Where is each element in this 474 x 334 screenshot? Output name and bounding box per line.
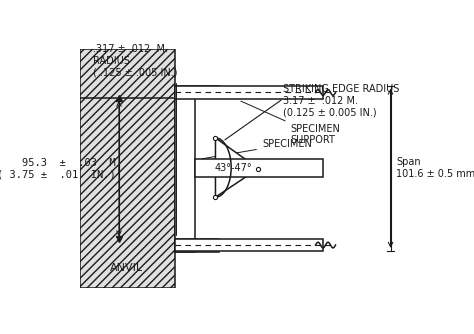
Polygon shape <box>80 98 175 288</box>
Bar <box>175 239 195 252</box>
Bar <box>175 87 219 98</box>
Text: .317 ± .012  M.
RADIUS
( .125 ± .005 IN.): .317 ± .012 M. RADIUS ( .125 ± .005 IN.) <box>92 44 177 235</box>
Text: Span
101.6 ± 0.5 mm: Span 101.6 ± 0.5 mm <box>396 157 474 179</box>
Text: STRIKING EDGE RADIUS
3.17 ±  .012 M.
(0.125 ± 0.005 IN.): STRIKING EDGE RADIUS 3.17 ± .012 M. (0.1… <box>283 84 400 118</box>
Polygon shape <box>216 138 258 197</box>
Text: SPECIMEN: SPECIMEN <box>202 139 312 159</box>
Text: ANVIL: ANVIL <box>109 263 143 273</box>
Polygon shape <box>80 49 175 239</box>
Bar <box>175 98 195 239</box>
Bar <box>175 239 219 252</box>
Bar <box>195 159 323 177</box>
Bar <box>175 239 323 251</box>
Text: SPECIMEN
SUPPORT: SPECIMEN SUPPORT <box>241 101 340 145</box>
Bar <box>175 87 323 99</box>
Text: 43°-47°: 43°-47° <box>215 163 252 173</box>
Text: 95.3  ±  .03  M
( 3.75 ±  .01  IN.): 95.3 ± .03 M ( 3.75 ± .01 IN.) <box>0 158 116 179</box>
